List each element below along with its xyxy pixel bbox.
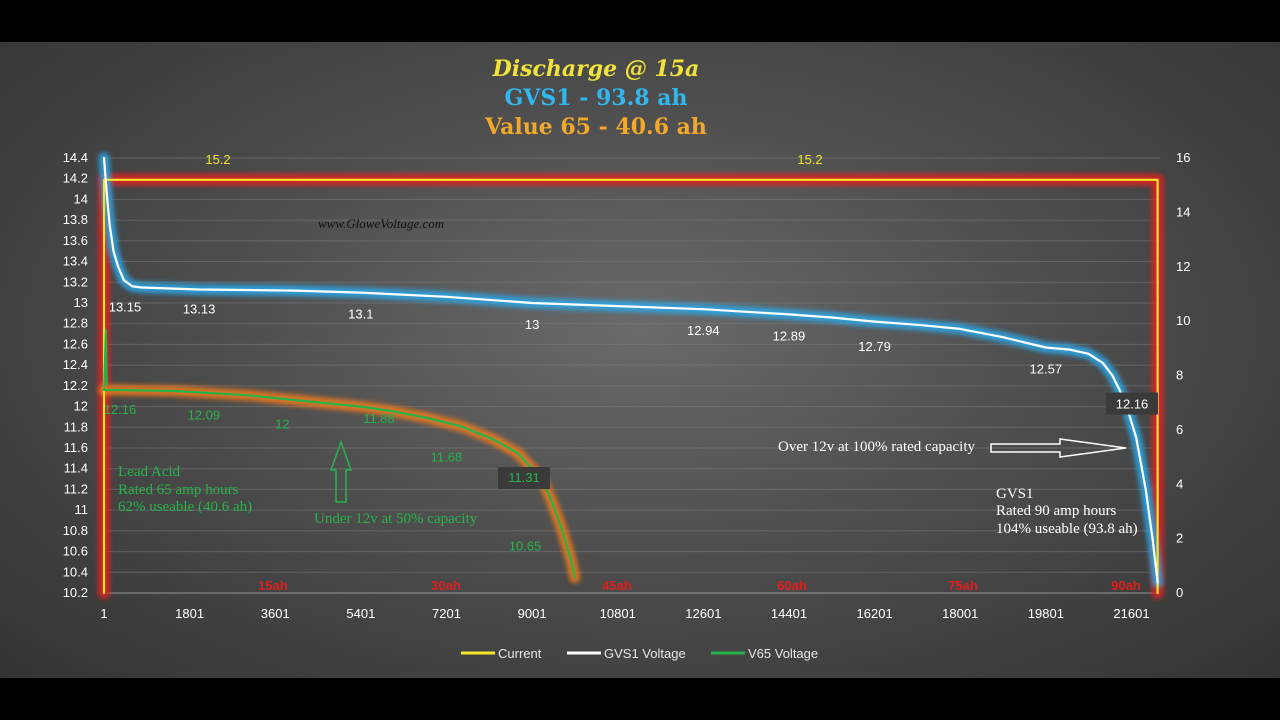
x-tick-label: 7201: [432, 606, 461, 621]
y-right-tick-label: 4: [1176, 476, 1183, 491]
x-tick-label: 14401: [771, 606, 807, 621]
gvs1-data-label: 12.16: [1116, 397, 1149, 412]
gvs1-rating: Rated 90 amp hours: [996, 503, 1117, 519]
y-left-tick-label: 13.4: [63, 254, 88, 269]
data-labels: 15.2 15.2 13.15 13.13 13.1 13 12.94 12.89 12.79 1…: [104, 152, 1158, 593]
lead-acid-label: Lead Acid: [118, 464, 181, 480]
y-right-tick-label: 8: [1176, 368, 1183, 383]
v65-data-label: 11.31: [508, 470, 540, 485]
legend-current-label: Current: [498, 646, 542, 661]
gvs1-label: GVS1: [996, 486, 1034, 502]
gvs1-data-label: 12.57: [1030, 362, 1063, 377]
ah-marker-label: 75ah: [948, 578, 978, 593]
y-right-tick-label: 6: [1176, 422, 1183, 437]
chart-title-line3: Value 65 - 40.6 ah: [484, 114, 707, 140]
y-left-tick-label: 12.8: [63, 316, 88, 331]
current-data-label: 15.2: [797, 152, 822, 167]
y-right-tick-label: 14: [1176, 204, 1190, 219]
x-tick-label: 1: [100, 606, 107, 621]
axes: 10.210.410.610.81111.211.411.611.81212.2…: [63, 150, 1191, 621]
y-left-tick-label: 13.8: [63, 212, 88, 227]
y-left-tick-label: 12.6: [63, 336, 88, 351]
y-right-tick-label: 0: [1176, 585, 1183, 600]
v65-data-label: 11.88: [363, 411, 395, 426]
v65-label-box: [498, 467, 550, 490]
y-left-tick-label: 13: [74, 295, 88, 310]
lead-acid-useable: 62% useable (40.6 ah): [118, 499, 252, 515]
chart-title-line2: GVS1 - 93.8 ah: [505, 85, 688, 111]
gvs1-data-label: 13.13: [183, 302, 216, 317]
series-line: [102, 156, 1159, 584]
series-line-v65-spike: [103, 328, 108, 391]
up-arrow: [329, 439, 353, 503]
y-left-tick-label: 14.2: [63, 171, 88, 186]
legend-gvs1-label: GVS1 Voltage: [604, 646, 686, 661]
chart-frame: Discharge @ 15a GVS1 - 93.8 ah Value 65 …: [0, 42, 1280, 678]
chart-title-line1: Discharge @ 15a: [492, 56, 700, 82]
y-right-tick-label: 12: [1176, 259, 1190, 274]
over-12v-note: Over 12v at 100% rated capacity: [778, 439, 975, 455]
right-arrow: [990, 438, 1127, 458]
legend: Current GVS1 Voltage V65 Voltage: [461, 646, 818, 661]
y-left-tick-label: 14: [74, 191, 88, 206]
y-left-tick-label: 11: [75, 502, 89, 517]
ah-marker-label: 60ah: [777, 578, 807, 593]
y-left-tick-label: 11.2: [64, 481, 88, 496]
ah-marker-label: 45ah: [602, 578, 632, 593]
y-left-tick-label: 10.8: [63, 523, 88, 538]
y-left-tick-label: 13.2: [63, 274, 88, 289]
y-right-tick-label: 10: [1176, 313, 1190, 328]
gvs1-useable: 104% useable (93.8 ah): [996, 521, 1138, 537]
y-left-tick-label: 11.6: [64, 440, 88, 455]
y-right-tick-label: 16: [1176, 150, 1190, 165]
y-right-tick-label: 2: [1176, 531, 1183, 546]
x-tick-label: 10801: [600, 606, 636, 621]
x-tick-label: 3601: [261, 606, 290, 621]
y-left-tick-label: 13.6: [63, 233, 88, 248]
x-tick-label: 12601: [685, 606, 721, 621]
x-tick-label: 18001: [942, 606, 978, 621]
legend-v65-label: V65 Voltage: [748, 646, 818, 661]
v65-data-label: 10.65: [509, 538, 542, 553]
y-left-tick-label: 11.4: [64, 461, 88, 476]
gvs1-data-label: 13.1: [348, 307, 373, 322]
v65-data-label: 11.68: [431, 450, 463, 465]
y-left-tick-label: 10.2: [63, 585, 88, 600]
current-data-label: 15.2: [205, 152, 230, 167]
x-tick-label: 5401: [346, 606, 375, 621]
y-left-tick-label: 14.4: [63, 150, 88, 165]
v65-data-label: 12.09: [188, 407, 221, 422]
gvs1-data-label: 13: [525, 317, 539, 332]
grid-lines: [104, 157, 1160, 594]
series-lines: [102, 156, 1159, 595]
v65-data-label: 12: [275, 417, 289, 432]
y-left-tick-label: 11.8: [64, 419, 88, 434]
series-line: [102, 388, 576, 579]
gvs1-data-label: 12.79: [858, 339, 891, 354]
y-left-tick-label: 10.6: [63, 544, 88, 559]
under-12v-note: Under 12v at 50% capacity: [314, 511, 478, 527]
ah-marker-label: 90ah: [1111, 578, 1141, 593]
x-tick-label: 16201: [857, 606, 893, 621]
y-left-tick-label: 12.4: [63, 357, 88, 372]
gvs1-data-label: 13.15: [109, 299, 142, 314]
x-tick-label: 9001: [518, 606, 547, 621]
ah-marker-label: 30ah: [431, 578, 461, 593]
v65-data-label: 12.16: [104, 402, 137, 417]
y-left-tick-label: 12: [74, 399, 88, 414]
lead-acid-rating: Rated 65 amp hours: [118, 482, 239, 498]
ah-marker-label: 15ah: [258, 578, 288, 593]
watermark: www.GloweVoltage.com: [318, 216, 444, 231]
x-tick-label: 1801: [175, 606, 204, 621]
y-left-tick-label: 12.2: [63, 378, 88, 393]
gvs1-label-box: [1106, 392, 1158, 415]
y-left-tick-label: 10.4: [63, 564, 88, 579]
x-tick-label: 21601: [1113, 606, 1149, 621]
x-tick-label: 19801: [1028, 606, 1064, 621]
gvs1-data-label: 12.89: [773, 328, 806, 343]
gvs1-data-label: 12.94: [687, 323, 720, 338]
discharge-chart: Discharge @ 15a GVS1 - 93.8 ah Value 65 …: [63, 56, 1191, 661]
